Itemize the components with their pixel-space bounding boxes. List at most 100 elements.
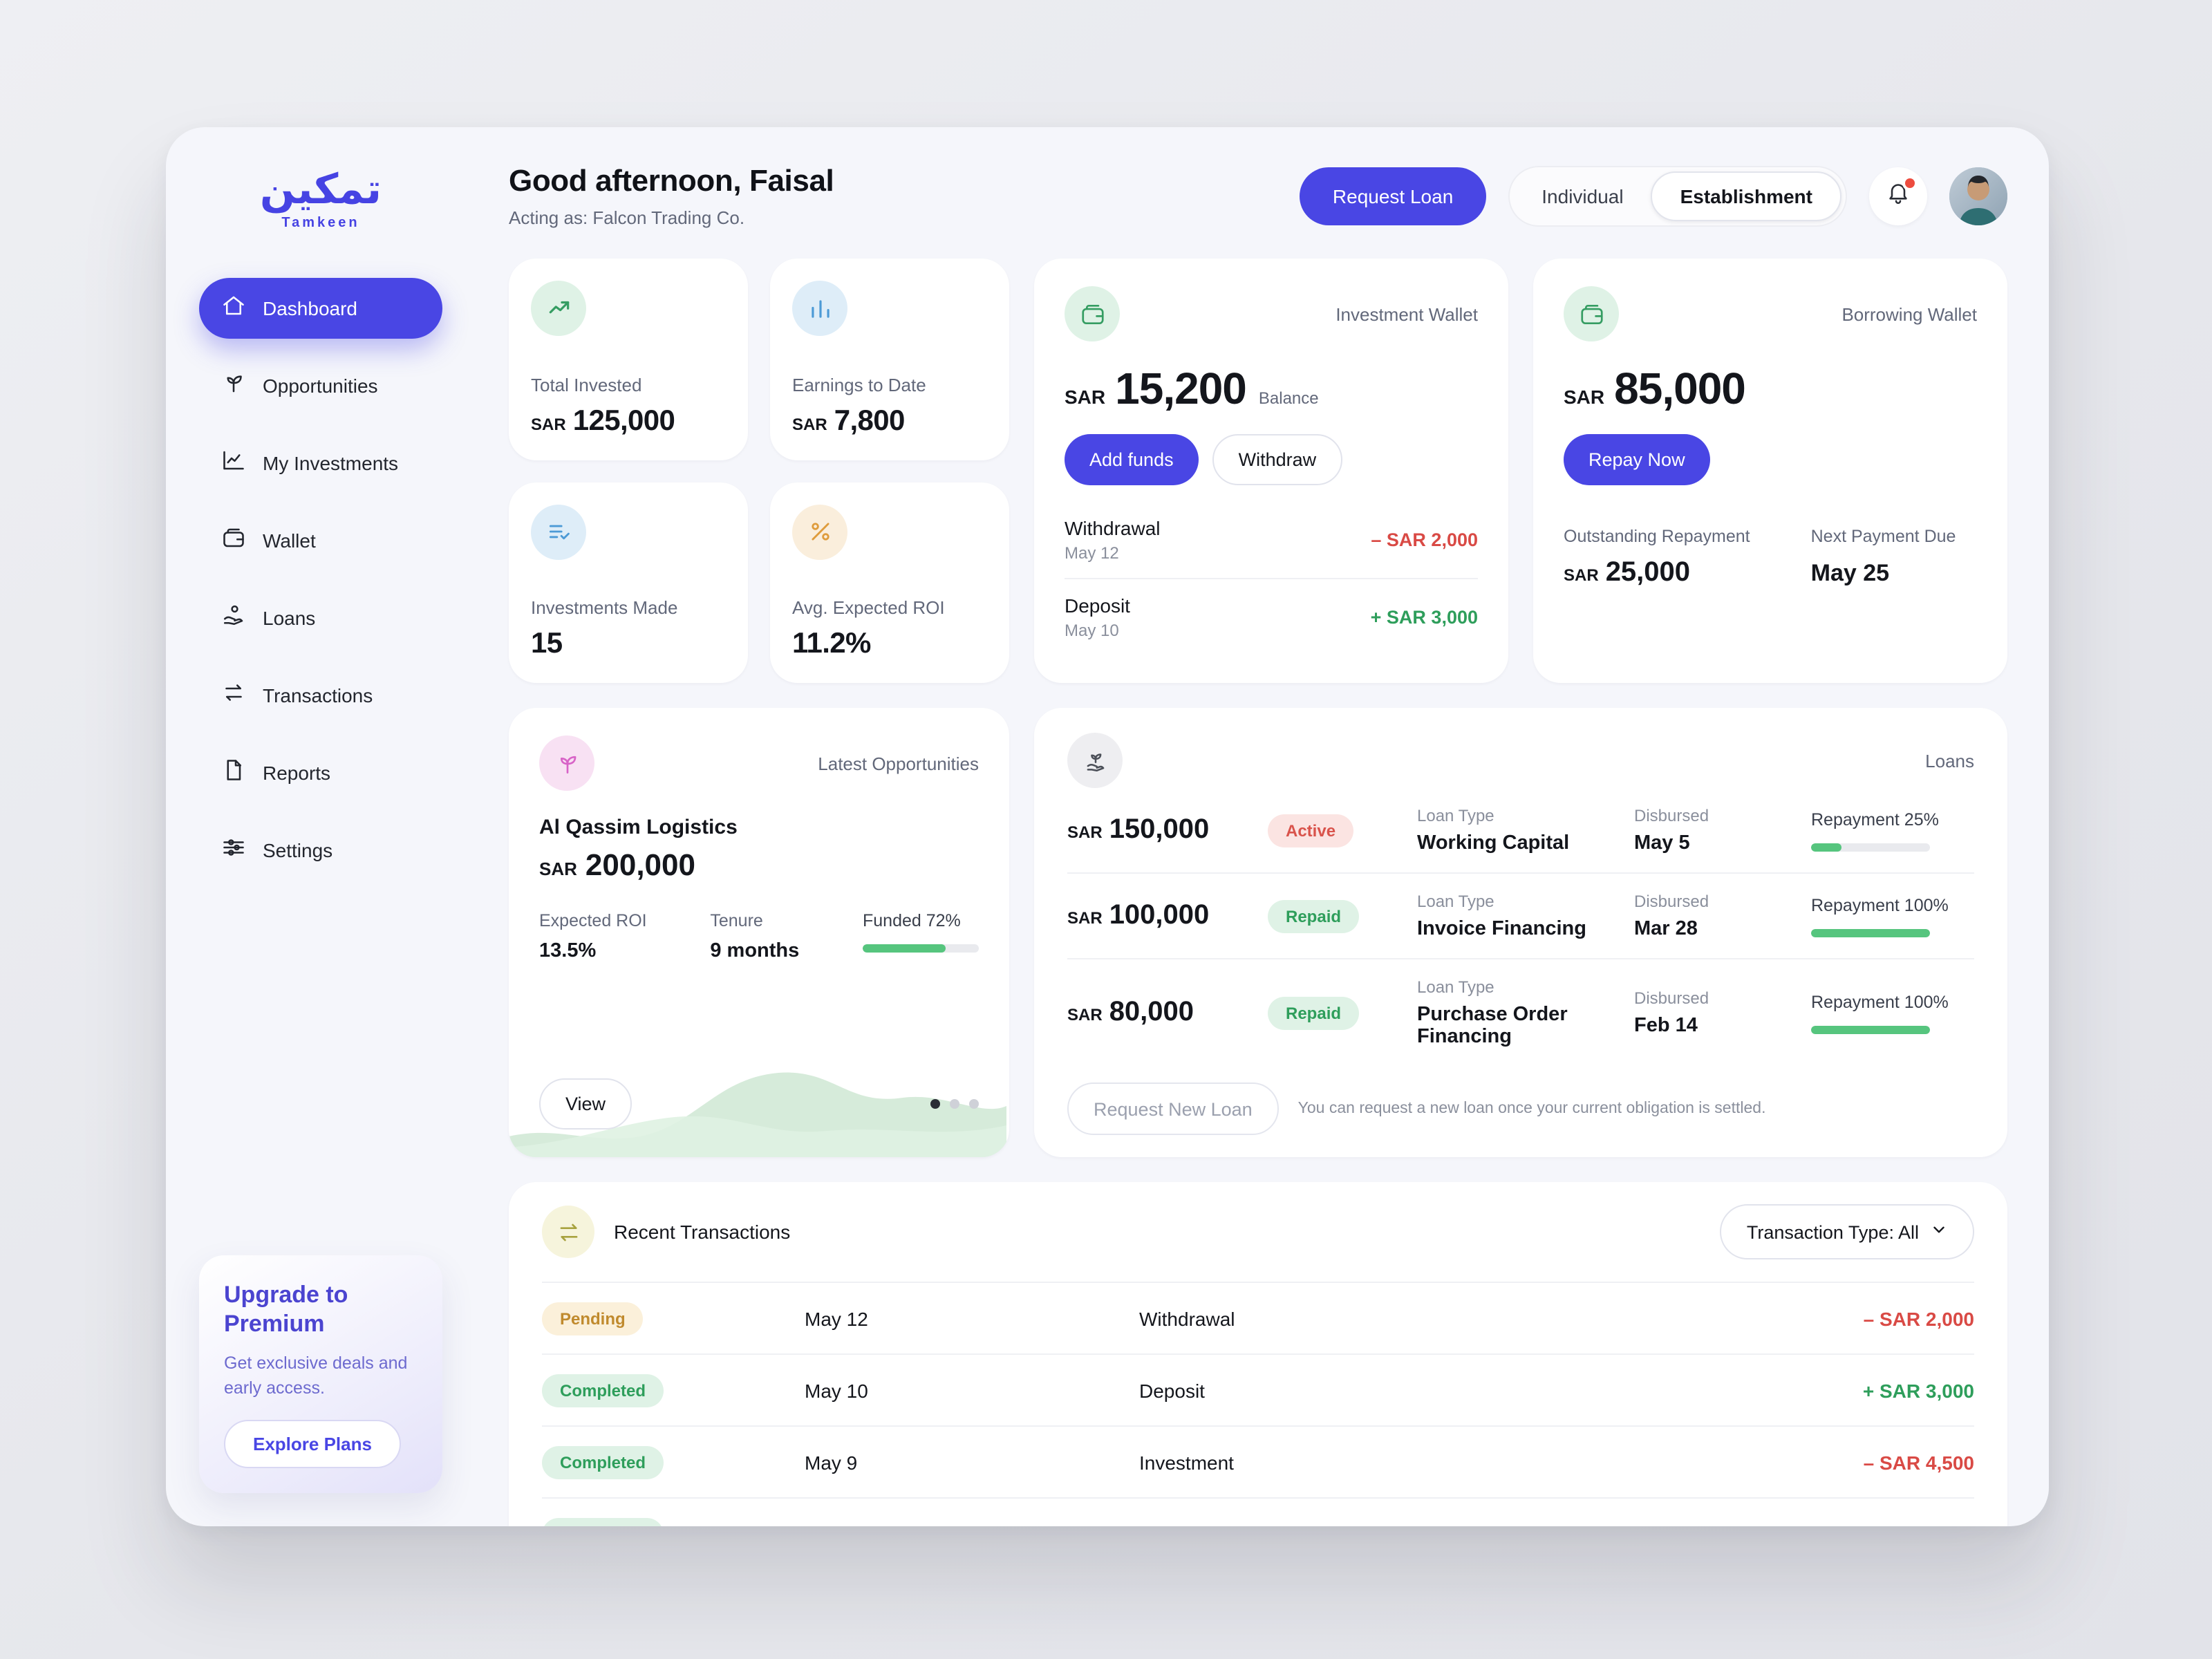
wallet-balance: 85,000 bbox=[1614, 364, 1746, 413]
disbursed-date: May 5 bbox=[1634, 832, 1690, 854]
transaction-row: Pending May 12 Withdrawal – SAR 2,000 bbox=[542, 1282, 1974, 1353]
sidebar-item-dashboard[interactable]: Dashboard bbox=[199, 277, 442, 338]
loan-repayment-cell: Repayment 25% bbox=[1811, 809, 1974, 851]
top-grid: Total Invested SAR 125,000 Earnings to D… bbox=[509, 259, 2007, 683]
card-title: Borrowing Wallet bbox=[1841, 303, 1977, 324]
funded-block: Funded 72% bbox=[863, 911, 979, 962]
tx-date: May 12 bbox=[805, 1307, 868, 1329]
notifications-button[interactable] bbox=[1869, 167, 1927, 225]
loan-note: You can request a new loan once your cur… bbox=[1297, 1100, 1766, 1117]
chart-line-icon bbox=[221, 448, 246, 477]
borrowing-wallet-card: Borrowing Wallet SAR 85,000 Repay Now Ou… bbox=[1533, 259, 2007, 683]
tx-name: Deposit bbox=[1139, 1379, 1205, 1401]
loan-type-cell: Loan Type Working Capital bbox=[1417, 806, 1634, 854]
card-header: Borrowing Wallet bbox=[1564, 286, 1977, 341]
sidebar-item-label: My Investments bbox=[263, 451, 399, 474]
wallet-icon bbox=[221, 525, 246, 554]
sidebar: تمكين Tamkeen Dashboard Opportunities My… bbox=[166, 127, 476, 1526]
wallet-transactions: Withdrawal May 12 – SAR 2,000 Deposit Ma… bbox=[1065, 502, 1478, 655]
carousel-pagination bbox=[930, 1099, 979, 1109]
sidebar-item-reports[interactable]: Reports bbox=[199, 742, 442, 803]
toggle-option-establishment[interactable]: Establishment bbox=[1651, 171, 1841, 221]
metric-label: Expected ROI bbox=[539, 911, 647, 930]
loan-status-cell: Active bbox=[1268, 814, 1417, 847]
request-loan-button[interactable]: Request Loan bbox=[1299, 167, 1487, 225]
pagination-dot[interactable] bbox=[950, 1099, 959, 1109]
currency-label: SAR bbox=[1564, 565, 1599, 585]
currency-label: SAR bbox=[1067, 823, 1103, 842]
next-payment-block: Next Payment Due May 25 bbox=[1811, 527, 1956, 589]
recent-transactions-card: Recent Transactions Transaction Type: Al… bbox=[509, 1182, 2007, 1526]
loan-number: 80,000 bbox=[1109, 997, 1194, 1027]
tx-date: May 10 bbox=[1065, 621, 1119, 640]
sidebar-item-transactions[interactable]: Transactions bbox=[199, 664, 442, 725]
sidebar-item-label: Transactions bbox=[263, 684, 373, 706]
transaction-type-filter[interactable]: Transaction Type: All bbox=[1720, 1204, 1974, 1259]
brand-logo-arabic: تمكين bbox=[259, 167, 382, 213]
currency-label: SAR bbox=[1067, 1005, 1103, 1024]
user-avatar[interactable] bbox=[1949, 167, 2007, 225]
stat-number: 125,000 bbox=[572, 404, 675, 436]
request-new-loan-button[interactable]: Request New Loan bbox=[1067, 1082, 1279, 1135]
loan-status-cell: Repaid bbox=[1268, 899, 1417, 932]
balance-row: SAR 15,200 Balance bbox=[1065, 364, 1478, 415]
loan-repayment-cell: Repayment 100% bbox=[1811, 895, 1974, 937]
sidebar-item-wallet[interactable]: Wallet bbox=[199, 509, 442, 570]
status-badge: Completed bbox=[542, 1445, 664, 1479]
loan-disbursed-cell: Disbursed May 5 bbox=[1634, 806, 1811, 854]
status-badge: Repaid bbox=[1268, 996, 1360, 1029]
cell-label: Disbursed bbox=[1634, 806, 1709, 825]
status-badge: Repaid bbox=[1268, 899, 1360, 932]
stat-label: Earnings to Date bbox=[792, 374, 926, 395]
cell-label: Disbursed bbox=[1634, 988, 1709, 1008]
upgrade-description: Get exclusive deals and early access. bbox=[224, 1353, 408, 1397]
card-header: Latest Opportunities bbox=[539, 735, 979, 791]
main-content: Good afternoon, Faisal Acting as: Falcon… bbox=[476, 127, 2049, 1526]
stat-label: Avg. Expected ROI bbox=[792, 597, 945, 618]
pagination-dot[interactable] bbox=[969, 1099, 979, 1109]
card-title: Latest Opportunities bbox=[818, 753, 979, 774]
sidebar-item-loans[interactable]: Loans bbox=[199, 587, 442, 648]
metric-value: 9 months bbox=[710, 940, 800, 962]
stat-number: 11.2% bbox=[792, 628, 871, 659]
stat-label: Investments Made bbox=[531, 597, 678, 618]
wallet-icon bbox=[1564, 286, 1619, 341]
tx-date: May 9 bbox=[805, 1451, 858, 1473]
notification-dot bbox=[1905, 178, 1915, 187]
acting-as-subtitle: Acting as: Falcon Trading Co. bbox=[509, 207, 745, 228]
view-opportunity-button[interactable]: View bbox=[539, 1078, 632, 1130]
stat-label: Total Invested bbox=[531, 374, 642, 395]
add-funds-button[interactable]: Add funds bbox=[1065, 434, 1199, 485]
explore-plans-button[interactable]: Explore Plans bbox=[224, 1420, 401, 1468]
opportunity-amount: SAR 200,000 bbox=[539, 847, 979, 883]
repayment-label: Repayment 25% bbox=[1811, 809, 1939, 829]
cell-label: Loan Type bbox=[1417, 977, 1494, 997]
metric-value: 13.5% bbox=[539, 940, 597, 962]
repay-now-button[interactable]: Repay Now bbox=[1564, 434, 1710, 485]
currency-label: SAR bbox=[1067, 908, 1103, 928]
hand-plant-icon bbox=[1067, 733, 1123, 788]
currency-label: SAR bbox=[1065, 386, 1106, 408]
info-value: SAR 25,000 bbox=[1564, 557, 1750, 589]
home-icon bbox=[221, 293, 246, 322]
loan-type-value: Working Capital bbox=[1417, 832, 1570, 854]
status-badge: Completed bbox=[542, 1374, 664, 1407]
sidebar-item-settings[interactable]: Settings bbox=[199, 819, 442, 880]
sidebar-item-my-investments[interactable]: My Investments bbox=[199, 432, 442, 493]
withdraw-button[interactable]: Withdraw bbox=[1212, 434, 1343, 485]
transactions-icon bbox=[542, 1206, 594, 1258]
borrowing-info: Outstanding Repayment SAR 25,000 Next Pa… bbox=[1564, 527, 1977, 589]
chevron-down-icon bbox=[1930, 1221, 1948, 1243]
sidebar-item-opportunities[interactable]: Opportunities bbox=[199, 355, 442, 415]
trend-up-icon bbox=[531, 281, 586, 336]
pagination-dot[interactable] bbox=[930, 1099, 940, 1109]
loan-row: SAR 150,000 Active Loan Type Working Cap… bbox=[1067, 788, 1974, 872]
currency-label: SAR bbox=[792, 414, 827, 433]
cell-label: Loan Type bbox=[1417, 806, 1494, 825]
repayment-progress-track bbox=[1811, 843, 1930, 851]
sprout-icon bbox=[221, 371, 246, 400]
brand-logo-latin: Tamkeen bbox=[281, 215, 360, 230]
toggle-option-individual[interactable]: Individual bbox=[1541, 185, 1624, 207]
tx-amount: + SAR 3,000 bbox=[1862, 1379, 1974, 1401]
wallet-actions: Add funds Withdraw bbox=[1065, 434, 1478, 485]
